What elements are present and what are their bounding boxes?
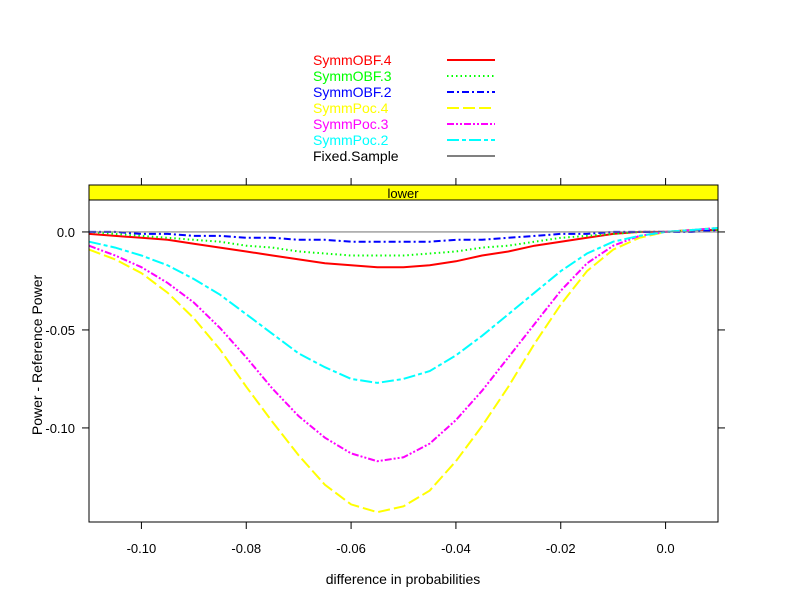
x-tick-label: -0.08 — [231, 541, 261, 556]
plot-panel — [88, 199, 719, 523]
legend-label: SymmPoc.2 — [313, 132, 389, 148]
legend-label: SymmPoc.3 — [313, 116, 389, 132]
legend-label: Fixed.Sample — [313, 148, 399, 164]
legend-label: SymmOBF.3 — [313, 68, 392, 84]
series-line-symmpoc-4 — [88, 227, 719, 514]
series-line-symmpoc-2 — [88, 227, 719, 384]
series-line-symmpoc-3 — [88, 227, 719, 463]
x-axis-label: difference in probabilities — [326, 571, 481, 587]
x-tick-label: 0.0 — [657, 541, 675, 556]
series-group — [88, 227, 719, 514]
legend: SymmOBF.4SymmOBF.3SymmOBF.2SymmPoc.4Symm… — [313, 52, 495, 164]
axes: -0.10 -0.08 -0.06 -0.04 -0.02 0.0 0.0 -0.05 -0.1… — [45, 178, 725, 556]
series-line-symmobf-3 — [88, 229, 718, 257]
y-tick-label: -0.05 — [45, 323, 75, 338]
legend-label: SymmOBF.4 — [313, 52, 392, 68]
legend-label: SymmPoc.4 — [313, 100, 389, 116]
x-tick-label: -0.02 — [546, 541, 576, 556]
x-tick-label: -0.10 — [127, 541, 157, 556]
legend-label: SymmOBF.2 — [313, 84, 392, 100]
y-tick-label: -0.10 — [45, 421, 75, 436]
y-tick-label: 0.0 — [57, 225, 75, 240]
strip-label: lower — [387, 186, 419, 201]
x-tick-label: -0.04 — [441, 541, 471, 556]
y-axis-label: Power - Reference Power — [29, 275, 45, 436]
x-tick-label: -0.06 — [336, 541, 366, 556]
